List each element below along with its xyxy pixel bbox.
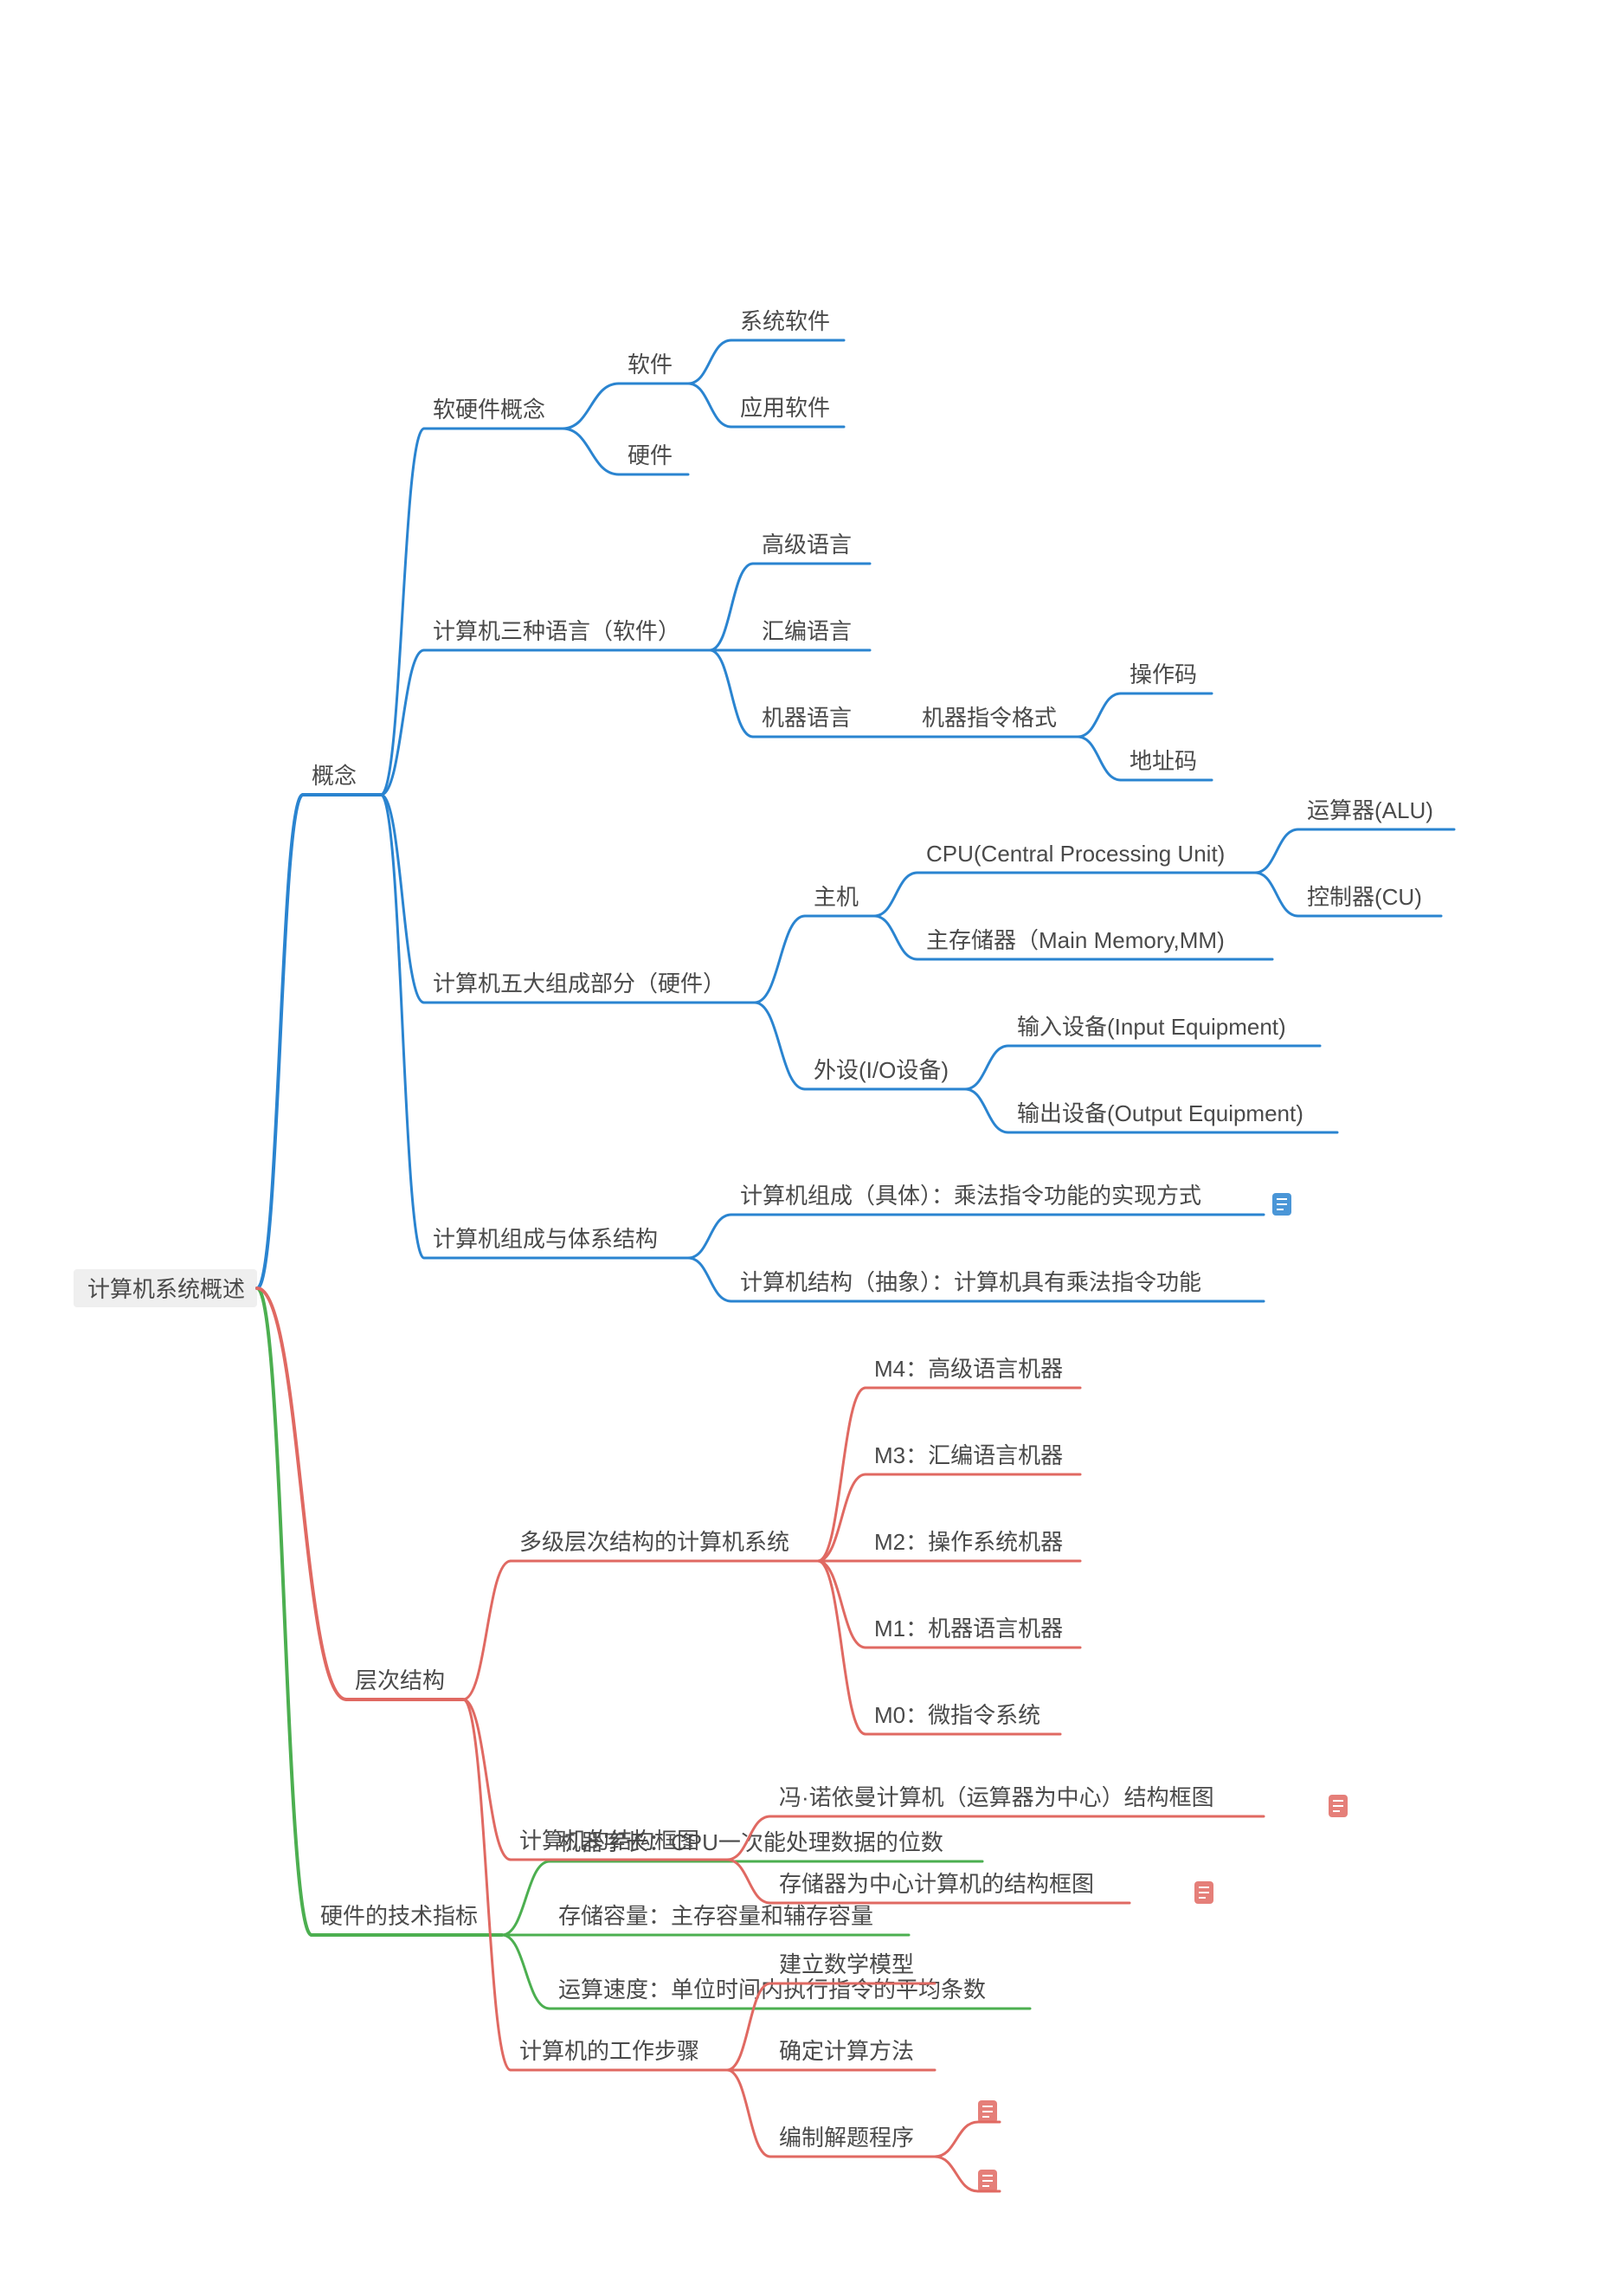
node-label[interactable]: 计算机组成（具体）：乘法指令功能的实现方式 xyxy=(740,1183,1201,1209)
node-label[interactable]: 高级语言 xyxy=(762,532,852,558)
node-label[interactable]: 冯·诺依曼计算机（运算器为中心）结构框图 xyxy=(779,1784,1214,1810)
node-label[interactable]: 软硬件概念 xyxy=(433,397,545,422)
node-label[interactable]: 多级层次结构的计算机系统 xyxy=(519,1529,789,1555)
node-label[interactable]: 外设(I/O设备) xyxy=(814,1057,949,1083)
node-label[interactable]: 软件 xyxy=(628,351,673,377)
branch-label[interactable]: 层次结构 xyxy=(355,1667,445,1693)
node-label[interactable]: 机器指令格式 xyxy=(922,705,1057,731)
node-label[interactable]: 硬件 xyxy=(628,442,673,468)
branch-label[interactable]: 硬件的技术指标 xyxy=(320,1903,478,1929)
node-label[interactable]: M1：机器语言机器 xyxy=(874,1616,1063,1641)
node-label[interactable]: 建立数学模型 xyxy=(779,1951,914,1977)
note-icon[interactable] xyxy=(978,2100,997,2123)
node-label[interactable]: 输出设备(Output Equipment) xyxy=(1017,1100,1303,1126)
mindmap-canvas: 计算机系统概述硬件的技术指标机器字长：CPU一次能处理数据的位数存储容量：主存容… xyxy=(0,0,1622,2296)
node-label[interactable]: M4：高级语言机器 xyxy=(874,1356,1063,1382)
node-label[interactable]: 输入设备(Input Equipment) xyxy=(1017,1014,1286,1040)
node-label[interactable]: 应用软件 xyxy=(740,395,830,421)
node-label[interactable]: 系统软件 xyxy=(740,308,830,334)
node-label[interactable]: 存储容量：主存容量和辅存容量 xyxy=(558,1903,873,1929)
node-label[interactable]: 计算机的结构框图 xyxy=(519,1828,699,1854)
root-node[interactable]: 计算机系统概述 xyxy=(74,1269,257,1307)
branch-label[interactable]: 概念 xyxy=(312,763,357,789)
node-label[interactable]: 机器语言 xyxy=(762,705,852,731)
note-icon[interactable] xyxy=(1329,1795,1348,1817)
node-label[interactable]: 编制解题程序 xyxy=(779,2125,914,2151)
node-label[interactable]: 控制器(CU) xyxy=(1307,884,1422,910)
node-label[interactable]: 汇编语言 xyxy=(762,618,852,644)
node-label[interactable]: 主机 xyxy=(814,884,859,910)
node-label[interactable]: M0：微指令系统 xyxy=(874,1702,1040,1728)
root-label: 计算机系统概述 xyxy=(87,1276,245,1302)
node-label[interactable]: 地址码 xyxy=(1130,748,1197,774)
node-label[interactable]: M2：操作系统机器 xyxy=(874,1529,1063,1555)
node-label[interactable]: 计算机的工作步骤 xyxy=(519,2038,699,2064)
note-icon[interactable] xyxy=(1194,1881,1213,1904)
node-label[interactable]: 主存储器（Main Memory,MM) xyxy=(926,927,1225,953)
node-label[interactable]: 存储器为中心计算机的结构框图 xyxy=(779,1871,1094,1897)
note-icon[interactable] xyxy=(1272,1193,1291,1216)
node-label[interactable]: 运算速度：单位时间内执行指令的平均条数 xyxy=(558,1977,986,2003)
node-label[interactable]: 计算机结构（抽象）：计算机具有乘法指令功能 xyxy=(740,1269,1201,1295)
note-icon[interactable] xyxy=(978,2170,997,2192)
node-label[interactable]: 操作码 xyxy=(1130,661,1197,687)
node-label[interactable]: 计算机五大组成部分（硬件） xyxy=(433,971,725,996)
node-label[interactable]: CPU(Central Processing Unit) xyxy=(926,841,1225,867)
node-label[interactable]: 运算器(ALU) xyxy=(1307,797,1433,823)
node-label[interactable]: M3：汇编语言机器 xyxy=(874,1442,1063,1468)
node-label[interactable]: 确定计算方法 xyxy=(779,2038,914,2064)
node-label[interactable]: 计算机组成与体系结构 xyxy=(433,1226,658,1252)
node-label[interactable]: 计算机三种语言（软件） xyxy=(433,618,680,644)
